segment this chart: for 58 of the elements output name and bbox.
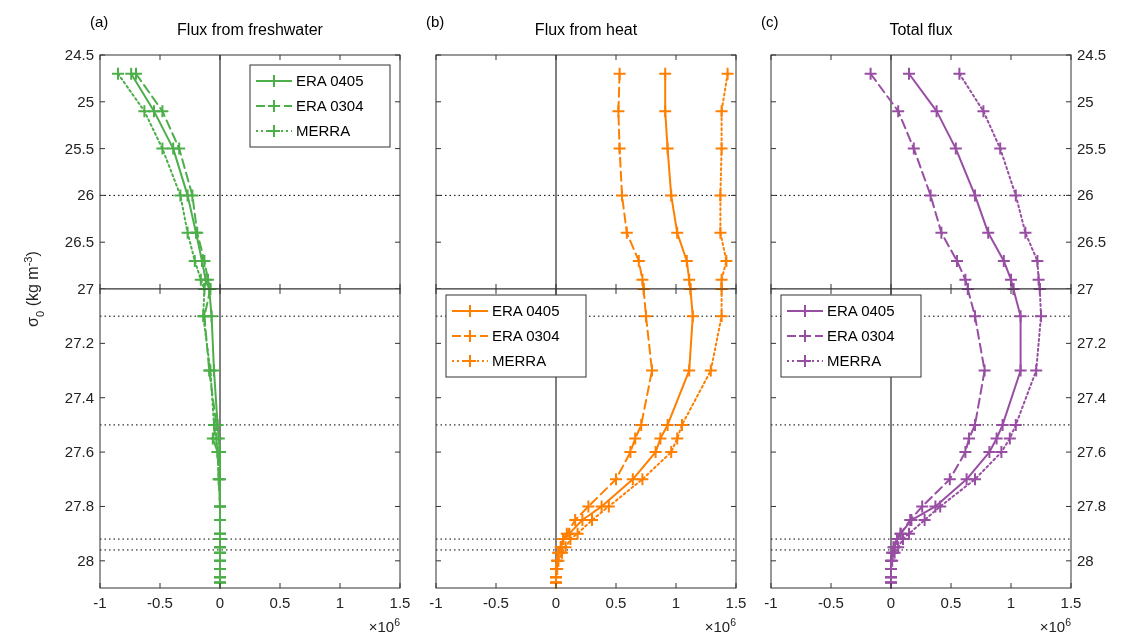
y-tick-label: 26 (77, 186, 94, 204)
y-tick-label: 24.5 (1077, 46, 1107, 63)
x-tick-label: 0 (886, 594, 896, 611)
text: (c) (761, 13, 779, 30)
x-tick-label: 1.5 (389, 594, 411, 611)
y-tick-label: 28 (77, 551, 94, 569)
y-tick-label: 27.4 (64, 388, 94, 406)
y-tick-label: 27.4 (1077, 388, 1107, 406)
legend-label: MERRA (296, 122, 351, 139)
x-tick-label: -1 (764, 594, 778, 611)
legend-label: ERA 0304 (296, 97, 364, 114)
x-tick-label: 0 (551, 594, 561, 611)
x-tick-label: 1 (1006, 594, 1016, 611)
y-tick-label: 26.5 (1077, 233, 1107, 251)
y-tick-label: 27.8 (1077, 497, 1107, 515)
x-axis-title: ×10$^{6}$ (704, 616, 737, 635)
x-axis-title: ×10$^{6}$ (368, 616, 401, 635)
legend-label: MERRA (827, 352, 882, 369)
legend-label: ERA 0304 (492, 327, 560, 344)
chart-title: Flux from heat (534, 21, 638, 38)
text: (b) (426, 13, 445, 30)
y-tick-label: 25 (77, 92, 94, 110)
x-tick-label: 1.5 (725, 594, 747, 611)
y-tick-label: 26.5 (64, 233, 94, 251)
text: (a) (90, 13, 109, 30)
x-tick-label: 1 (671, 594, 681, 611)
y-tick-label: 26 (1077, 186, 1094, 204)
x-tick-label: -1 (93, 594, 107, 611)
chart-title: Flux from freshwater (177, 21, 324, 38)
y-tick-label: 25.5 (64, 139, 94, 157)
x-tick-label: 1 (335, 594, 345, 611)
legend-label: ERA 0405 (827, 302, 895, 319)
y-tick-label: 27.2 (1077, 334, 1107, 352)
x-tick-label: 0.5 (269, 594, 291, 611)
legend-label: ERA 0304 (827, 327, 895, 344)
y-tick-label: 27 (1077, 280, 1094, 297)
x-tick-label: 0 (215, 594, 225, 611)
y-tick-label: 25 (1077, 92, 1094, 110)
y-tick-label: 27.6 (1077, 443, 1107, 461)
y-tick-label: 27.2 (64, 334, 94, 352)
y-tick-label: 27.8 (64, 497, 94, 515)
legend-label: MERRA (492, 352, 547, 369)
x-tick-label: -1 (429, 594, 443, 611)
legend-label: ERA 0405 (492, 302, 560, 319)
x-tick-label: 0.5 (940, 594, 962, 611)
y-tick-label: 25.5 (1077, 139, 1107, 157)
y-tick-label: 24.5 (64, 46, 94, 63)
y-tick-label: 28 (1077, 551, 1094, 569)
x-tick-label: -0.5 (483, 594, 509, 611)
chart-title: Total flux (889, 21, 953, 38)
x-tick-label: -0.5 (818, 594, 844, 611)
x-tick-label: -0.5 (147, 594, 173, 611)
x-tick-label: 1.5 (1060, 594, 1082, 611)
y-tick-label: 27.6 (64, 443, 94, 461)
x-axis-title: ×10$^{6}$ (1039, 616, 1072, 635)
y-tick-label: 27 (77, 280, 94, 297)
legend-label: ERA 0405 (296, 72, 364, 89)
x-tick-label: 0.5 (605, 594, 627, 611)
